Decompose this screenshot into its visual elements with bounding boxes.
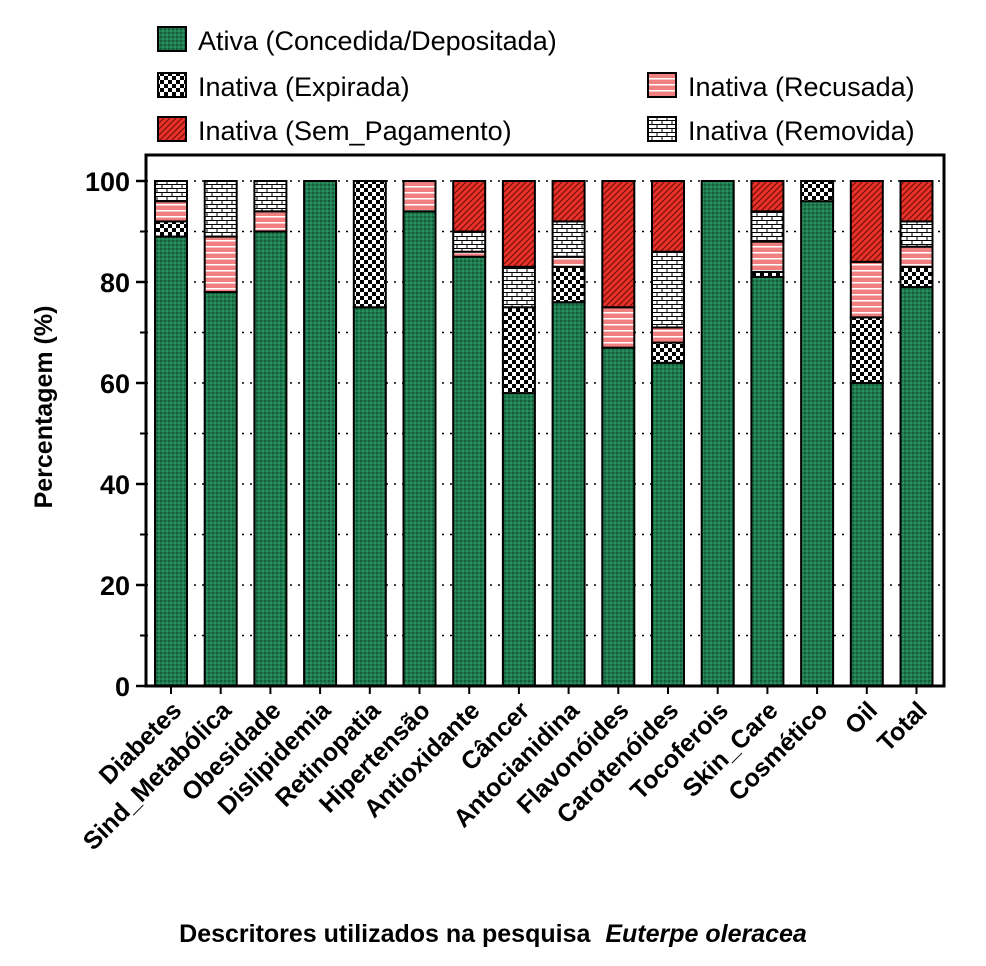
bar-segment [501,180,536,268]
bar-segment [253,230,288,687]
bar-segment [601,180,636,309]
legend-item: Inativa (Sem_Pagamento) [157,116,512,146]
bar-segment [203,291,238,687]
y-tick-label: 20 [100,571,130,601]
bar-segment [750,275,785,687]
legend-item: Inativa (Expirada) [157,72,410,102]
y-tick-label: 40 [100,470,130,500]
bar-stack [501,180,536,687]
bar-segment [501,306,536,395]
legend-item: Inativa (Removida) [647,116,915,146]
y-tick-label: 80 [100,268,130,298]
bar-stack [651,180,685,687]
x-axis-title-main: Descritores utilizados na pesquisa [179,920,591,948]
bar-segment [203,235,238,294]
bar-segment [352,180,387,309]
legend-swatch [157,116,187,142]
bar-stack [352,180,387,687]
legend-item: Ativa (Concedida/Depositada) [157,26,557,56]
bar-segment [899,180,934,223]
legend-label: Inativa (Sem_Pagamento) [198,116,512,146]
legend-label: Inativa (Removida) [688,116,915,146]
bar-stack [452,180,487,687]
bar-segment [651,250,685,329]
bar-segment [551,255,586,268]
bar-stack [402,180,437,688]
bar-segment [452,180,487,233]
bar-segment [501,392,536,687]
bar-segment [750,180,785,213]
bar-segment [253,180,288,213]
bar-segment [601,346,636,687]
bar-segment [800,200,835,687]
legend-swatch [647,72,677,98]
bar-segment [849,316,884,385]
bar-segment [700,180,735,687]
legend: Ativa (Concedida/Depositada) Inativa (Exp… [157,26,915,146]
bar-segment [452,230,487,253]
y-tick-label: 100 [85,167,130,197]
plot-frame [144,153,946,688]
bar-stack [849,180,884,687]
bar-segment [352,306,387,687]
y-tick-label: 0 [115,672,130,702]
bar-segment [899,245,934,268]
bar-segment [402,180,437,213]
legend-label: Ativa (Concedida/Depositada) [198,26,557,56]
bar-segment [601,306,636,349]
bar-segment [501,265,536,309]
bar-stack [601,180,636,687]
bar-segment [750,240,785,273]
bar-segment [899,265,934,289]
legend-item: Inativa (Recusada) [647,72,915,102]
bar-segment [849,382,884,687]
bar-segment [849,260,884,319]
y-axis-title: Percentagem (%) [30,306,58,509]
bar-segment [452,255,487,687]
bar-segment [203,180,238,238]
legend-swatch [157,72,187,98]
bar-stack [154,180,188,688]
x-tick-label: Total [872,696,933,757]
bar-segment [253,210,288,233]
bar-segment [154,220,188,238]
bar-segment [651,361,685,687]
bar-segment [303,180,338,687]
x-axis-title: Descritores utilizados na pesquisa Euter… [179,920,807,948]
bar-segment [402,210,437,688]
bar-stack [899,180,934,687]
bar-segment [551,220,586,258]
bar-segment [849,180,884,263]
bar-segment [800,180,835,203]
bar-stack [800,180,835,687]
bar-segment [154,180,188,203]
bar-segment [651,326,685,344]
bar-stack [253,180,288,687]
y-tick-label: 60 [100,369,130,399]
bar-stack [750,180,785,687]
legend-swatch [157,26,187,52]
bar-stack [700,180,735,687]
bar-stack [203,180,238,687]
legend-label: Inativa (Expirada) [198,72,410,102]
bar-segment [551,265,586,304]
bar-segment [899,220,934,248]
bar-segment [154,200,188,223]
bar-stack [303,180,338,687]
bar-segment [651,180,685,253]
bar-stack [551,180,586,687]
legend-label: Inativa (Recusada) [688,72,915,102]
bar-segment [551,180,586,223]
category-labels: DiabetesSind_MetabólicaObesidadeDislipid… [78,696,933,856]
bar-segment [154,235,188,688]
bar-segment [750,210,785,243]
plot-area: 0 20 40 60 80 100 [85,153,946,702]
bar-segment [899,286,934,687]
bar-segment [551,301,586,687]
bar-segment [651,341,685,364]
x-axis-title-species: Euterpe oleracea [605,920,807,948]
legend-swatch [647,116,677,142]
